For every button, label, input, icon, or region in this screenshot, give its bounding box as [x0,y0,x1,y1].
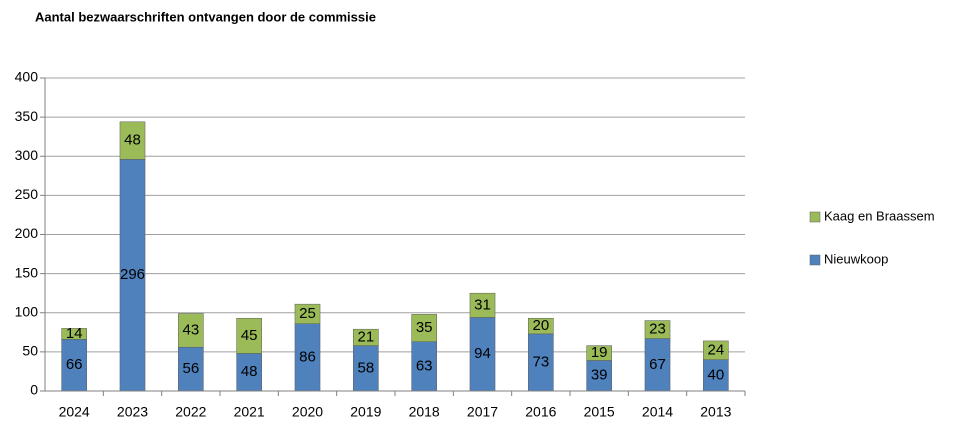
data-label: 48 [124,132,141,149]
x-tick-label: 2014 [642,404,673,420]
bar-segment [61,339,87,392]
data-label: 67 [649,356,666,373]
data-label: 25 [299,305,316,322]
y-tick-label: 50 [22,343,38,359]
bar-segment [586,345,612,361]
data-label: 40 [707,366,724,383]
x-tick-label: 2023 [117,404,148,420]
data-label: 14 [66,325,83,342]
data-label: 66 [66,356,83,373]
legend-swatch [809,254,821,266]
y-tick-label: 200 [15,225,39,241]
y-tick-label: 300 [15,147,39,163]
data-label: 58 [357,359,374,376]
data-label: 31 [474,296,491,313]
data-label: 20 [532,317,549,334]
legend-swatch [809,211,821,223]
x-tick-label: 2020 [292,404,323,420]
data-label: 86 [299,348,316,365]
data-label: 21 [357,328,374,345]
bar-segment [703,340,729,360]
x-tick-label: 2022 [175,404,206,420]
y-tick-label: 0 [30,382,38,398]
bar-segment [61,328,87,340]
bar-segment [469,317,496,392]
y-tick-label: 100 [15,303,39,319]
data-label: 296 [120,266,145,283]
chart-title: Aantal bezwaarschriften ontvangen door d… [35,9,376,24]
data-label: 23 [649,321,666,338]
x-tick-label: 2013 [700,404,731,420]
data-label: 19 [591,344,608,361]
x-tick-label: 2019 [350,404,381,420]
bar-segment [703,359,729,392]
data-label: 45 [241,327,258,344]
bar-segment [528,333,554,392]
bar-segment [644,338,671,392]
data-label: 43 [182,321,199,338]
legend-label: Nieuwkoop [824,251,888,266]
bar-segment [119,159,146,392]
data-label: 48 [241,363,258,380]
bar-segment [236,317,262,354]
y-tick-label: 400 [15,69,39,85]
data-label: 39 [591,367,608,384]
data-label: 63 [416,357,433,374]
y-tick-label: 350 [15,108,39,124]
bar-segment [411,314,437,342]
y-tick-label: 150 [15,264,39,280]
bar-segment [178,313,204,348]
data-label: 73 [532,353,549,370]
data-label: 35 [416,319,433,336]
data-label: 24 [707,341,724,358]
x-tick-label: 2021 [234,404,265,420]
x-tick-label: 2018 [409,404,440,420]
x-tick-label: 2015 [584,404,615,420]
x-tick-label: 2016 [525,404,556,420]
bar-segment [119,121,146,160]
bar-segment [353,328,379,346]
y-tick-label: 250 [15,186,39,202]
x-tick-label: 2024 [59,404,90,420]
x-tick-label: 2017 [467,404,498,420]
data-label: 94 [474,345,491,362]
data-label: 56 [182,360,199,377]
bar-segment [469,292,496,318]
legend-label: Kaag en Braassem [824,208,935,223]
bar-segment [528,317,554,335]
bar-segment [644,320,671,339]
bar-segment [294,303,321,324]
